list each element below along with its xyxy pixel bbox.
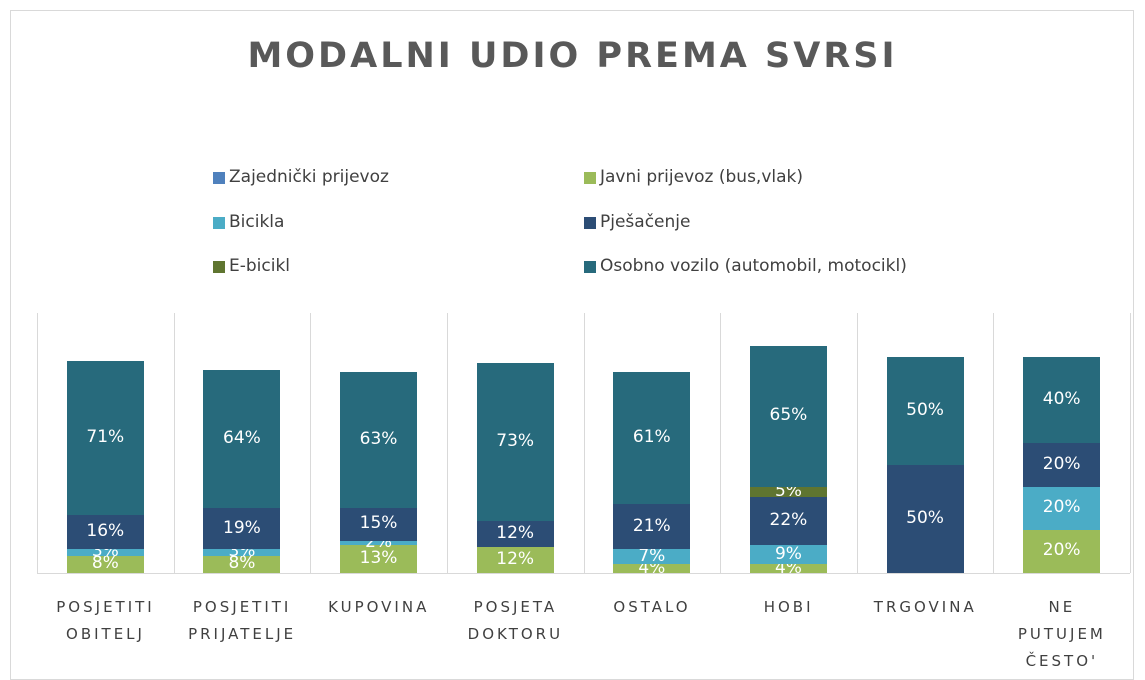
frame [10,10,1134,680]
data-label: 9% [774,543,802,564]
bar-segment [613,372,691,504]
legend-swatch [213,216,225,229]
bar-segment [749,486,827,498]
bar-segment [476,547,554,573]
bar-segment [66,514,144,550]
bar-segment [203,549,281,556]
data-label: 71% [86,427,125,447]
data-label: 50% [906,400,944,420]
bar-segment [203,508,281,550]
separator [310,313,312,573]
legend-label: Bicikla [229,211,285,232]
bar-segment [66,361,144,515]
bar-segment [66,555,144,573]
bar-segment [476,521,554,548]
legend-swatch [584,261,596,273]
x-tick-label: OSTALO [613,598,691,616]
legend-swatch [213,261,225,273]
bar-segment [613,503,691,550]
x-tick-label: HOBI [763,598,814,616]
data-label: 63% [359,429,398,450]
separator [173,313,175,573]
data-label: 7% [638,545,666,566]
bar-segment [1023,486,1101,530]
bar-segment [613,549,691,565]
x-tick-label: POSJETA DOKTORU [467,598,564,643]
separator [993,313,995,573]
legend-label: Javni prijevoz (bus,vlak) [600,167,804,187]
separator [720,313,722,573]
data-label: 20% [1042,454,1081,474]
separator [1130,313,1131,573]
data-label: 64% [223,428,261,449]
x-tick-label: TRGOVINA [873,598,977,616]
data-label: 16% [86,520,125,541]
bar-segment [886,357,964,465]
legend-label: Pješačenje [600,211,691,232]
bar-segment [1023,529,1101,573]
bar-segment [613,564,691,573]
data-label: 12% [496,523,535,544]
data-label: 40% [1042,389,1081,410]
bar-segment [340,544,418,573]
legend-swatch [213,172,225,184]
legend-label: E-bicikl [229,256,291,276]
data-label: 12% [496,549,535,570]
bar-segment [476,363,554,522]
legend-swatch [584,172,596,184]
data-label: 61% [632,427,671,447]
x-tick-label: NE PUTUJEM ČESTO' [1017,598,1106,670]
bar-segment [340,372,418,509]
bar-segment [1023,443,1101,487]
data-label: 8% [91,553,119,574]
bar-segment [749,346,827,487]
bar-segment [749,564,827,573]
bar-segment [749,544,827,565]
data-label: 65% [769,405,808,426]
data-label: 73% [496,431,535,452]
data-label: 20% [1042,497,1081,518]
x-axis [37,573,1130,574]
bar-segment [203,555,281,573]
separator [583,313,585,573]
bar-segment [1023,357,1101,444]
legend-label: Zajednički prijevoz [229,167,389,187]
bar-segment [340,540,418,545]
data-label: 19% [223,517,261,538]
chart-title: MODALNI UDIO PREMA SVRSI [247,36,898,76]
separator [446,313,448,573]
x-tick-label: POSJETITI OBITELJ [56,598,155,643]
bar-segment [340,508,418,541]
bar-segment [886,465,964,573]
bar-segment [749,497,827,545]
data-label: 15% [359,513,398,534]
bar-segment [203,369,281,509]
data-label: 22% [769,510,808,531]
data-label: 20% [1042,540,1081,561]
data-label: 8% [228,553,256,574]
separator [856,313,858,573]
data-label: 21% [632,515,671,536]
data-label: 50% [906,508,944,528]
separator [37,313,38,573]
legend-label: Osobno vozilo (automobil, motocikl) [600,256,907,276]
x-tick-label: POSJETITI PRIJATELJE [188,598,297,643]
x-tick-label: KUPOVINA [328,598,430,616]
legend-swatch [584,216,596,229]
data-label: 13% [359,547,398,568]
bar-segment [66,549,144,556]
